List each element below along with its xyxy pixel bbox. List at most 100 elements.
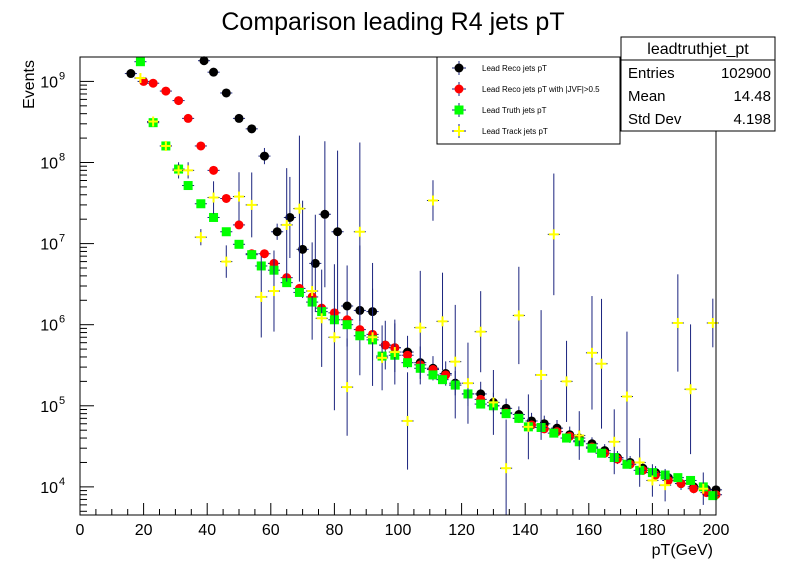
- circle-marker: [174, 96, 184, 106]
- y-tick-label: 10: [40, 156, 58, 173]
- data-point: [646, 464, 659, 497]
- data-point: [197, 56, 211, 66]
- data-point: [671, 274, 684, 372]
- square-marker: [196, 199, 206, 209]
- data-point: [684, 324, 697, 455]
- data-point: [706, 491, 719, 501]
- x-axis-label: pT(GeV): [652, 542, 713, 559]
- square-marker: [209, 212, 219, 222]
- data-point: [267, 250, 281, 332]
- data-point: [388, 319, 401, 385]
- data-point: [293, 287, 306, 297]
- data-point: [684, 475, 697, 485]
- square-marker: [597, 448, 607, 458]
- data-point: [207, 67, 220, 77]
- x-tick-label: 60: [262, 522, 280, 539]
- chart-title: Comparison leading R4 jets pT: [221, 8, 564, 36]
- circle-marker: [298, 244, 308, 254]
- data-point: [331, 150, 344, 313]
- circle-marker: [259, 151, 269, 161]
- data-point: [328, 264, 341, 411]
- square-marker: [403, 358, 413, 368]
- square-marker: [673, 473, 683, 483]
- circle-marker: [310, 258, 320, 268]
- data-point: [341, 338, 354, 436]
- y-axis-label: Events: [21, 60, 38, 109]
- data-point: [379, 340, 392, 350]
- data-point: [172, 96, 185, 106]
- circle-marker: [380, 340, 390, 350]
- square-marker: [438, 375, 448, 385]
- data-point: [706, 298, 719, 348]
- data-point: [232, 113, 246, 123]
- data-point: [633, 438, 646, 487]
- data-point: [232, 239, 246, 249]
- data-point: [353, 331, 366, 341]
- square-marker: [587, 443, 597, 453]
- data-point: [296, 200, 309, 298]
- data-point: [401, 350, 414, 360]
- data-point: [474, 399, 487, 409]
- circle-marker: [272, 227, 282, 237]
- data-point: [220, 245, 233, 278]
- legend-entry: Lead Track jets pT: [452, 124, 548, 138]
- data-point: [547, 173, 560, 296]
- data-point: [376, 325, 389, 391]
- legend-entry: Lead Reco jets pT: [452, 61, 547, 75]
- square-marker: [514, 413, 524, 423]
- circle-marker: [161, 86, 171, 96]
- data-point: [560, 433, 573, 443]
- square-marker: [622, 459, 632, 469]
- data-point: [401, 372, 414, 470]
- y-tick-exponent: 9: [59, 70, 65, 82]
- data-point: [560, 340, 573, 422]
- data-point: [258, 249, 271, 259]
- data-point: [697, 472, 710, 505]
- data-point: [318, 141, 331, 288]
- y-tick-label: 10: [40, 399, 58, 416]
- y-tick-exponent: 6: [59, 314, 65, 326]
- data-point: [182, 181, 195, 191]
- plot-layer: [124, 56, 723, 515]
- data-point: [159, 86, 172, 96]
- x-tick-label: 200: [703, 522, 730, 539]
- data-point: [585, 296, 599, 410]
- data-point: [595, 448, 608, 458]
- square-marker: [282, 278, 292, 288]
- circle-marker: [320, 209, 330, 219]
- x-tick-label: 160: [575, 522, 602, 539]
- data-point: [487, 369, 500, 435]
- legend-label: Lead Reco jets pT: [482, 64, 547, 73]
- legend-box: [436, 56, 621, 145]
- data-point: [245, 172, 258, 238]
- x-tick-label: 140: [512, 522, 539, 539]
- square-marker: [221, 227, 231, 237]
- data-point: [671, 473, 684, 483]
- data-point: [220, 227, 233, 237]
- data-point: [341, 320, 354, 330]
- data-point: [512, 413, 525, 423]
- y-tick-label: 10: [40, 74, 58, 91]
- square-marker: [686, 475, 696, 485]
- square-marker: [562, 433, 572, 443]
- data-point: [512, 266, 525, 365]
- data-point: [134, 73, 147, 84]
- square-marker: [355, 331, 365, 341]
- data-point: [207, 165, 220, 175]
- data-point: [159, 140, 172, 151]
- y-tick-exponent: 7: [59, 233, 65, 245]
- y-tick-label: 10: [40, 318, 58, 335]
- data-point: [258, 147, 271, 165]
- legend-label: Lead Truth jets pT: [482, 106, 547, 115]
- data-point: [182, 113, 195, 123]
- circle-marker: [221, 193, 231, 203]
- data-point: [608, 409, 621, 475]
- data-point: [620, 331, 634, 462]
- x-tick-label: 100: [385, 522, 412, 539]
- data-point: [659, 468, 672, 502]
- data-point: [220, 193, 233, 203]
- data-point: [474, 291, 487, 373]
- x-tick-label: 20: [135, 522, 153, 539]
- stats-row-label: Std Dev: [628, 111, 682, 128]
